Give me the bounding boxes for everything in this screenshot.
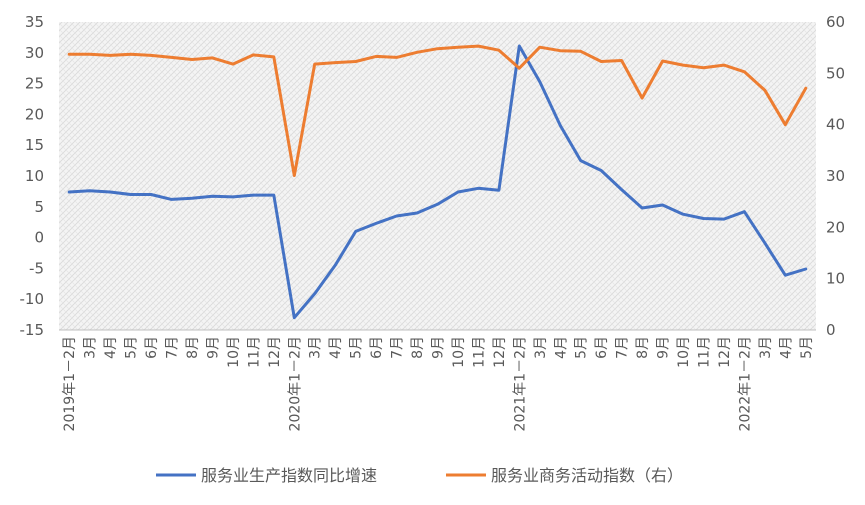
right-axis: 0 10 20 30 40 50 60 (826, 13, 845, 339)
x-tick-label: 8月 (185, 336, 201, 359)
series-line-service-production (67, 44, 808, 320)
right-tick-label: 30 (826, 167, 845, 185)
x-tick-label: 6月 (594, 336, 610, 359)
legend-label-business-activity: 服务业商务活动指数（右） (491, 466, 683, 485)
left-tick-label: 5 (34, 198, 44, 216)
x-tick-label: 12月 (492, 336, 508, 368)
plot-area (59, 22, 816, 330)
x-tick-label: 2019年1－2月 (62, 336, 78, 431)
x-tick-label: 4月 (553, 336, 569, 359)
x-tick-label: 8月 (410, 336, 426, 359)
x-tick-label: 5月 (574, 336, 590, 359)
legend: 服务业生产指数同比增速 服务业商务活动指数（右） (156, 466, 683, 485)
x-tick-label: 10月 (676, 336, 692, 368)
left-axis: -15 -10 -5 0 5 10 15 20 25 30 35 (20, 13, 45, 339)
x-tick-label: 9月 (656, 336, 672, 359)
x-tick-label: 5月 (799, 336, 815, 359)
x-tick-label: 3月 (533, 336, 549, 359)
left-tick-label: 25 (25, 75, 44, 93)
x-tick-label: 10月 (451, 336, 467, 368)
left-tick-label: 10 (25, 167, 44, 185)
series-line-business-activity (67, 44, 808, 177)
x-tick-label: 8月 (635, 336, 651, 359)
right-tick-label: 40 (826, 116, 845, 134)
x-tick-label: 12月 (267, 336, 283, 368)
left-tick-label: 35 (25, 13, 44, 31)
right-tick-label: 20 (826, 218, 845, 236)
right-tick-label: 50 (826, 64, 845, 82)
right-tick-label: 0 (826, 321, 836, 339)
x-tick-label: 10月 (226, 336, 242, 368)
x-tick-label: 7月 (165, 336, 181, 359)
x-axis: 2019年1－2月 3月 4月 5月 6月 7月 8月 9月 10月 11月 12月 2020年1－2… (59, 329, 816, 431)
x-tick-label: 3月 (308, 336, 324, 359)
right-tick-label: 10 (826, 270, 845, 288)
x-tick-label: 3月 (83, 336, 99, 359)
x-tick-label: 11月 (696, 336, 712, 368)
series-layer (67, 44, 808, 320)
x-tick-label: 2021年1－2月 (512, 336, 528, 431)
x-tick-label: 4月 (778, 336, 794, 359)
x-tick-label: 2022年1－2月 (737, 336, 753, 431)
x-tick-label: 9月 (431, 336, 447, 359)
x-tick-label: 7月 (390, 336, 406, 359)
x-tick-label: 11月 (246, 336, 262, 368)
left-tick-label: 20 (25, 105, 44, 123)
left-tick-label: 15 (25, 136, 44, 154)
x-tick-label: 4月 (328, 336, 344, 359)
right-tick-label: 60 (826, 13, 845, 31)
x-tick-label: 5月 (349, 336, 365, 359)
left-tick-label: 30 (25, 44, 44, 62)
x-tick-label: 3月 (758, 336, 774, 359)
x-tick-label: 7月 (615, 336, 631, 359)
left-tick-label: -10 (20, 290, 45, 308)
x-tick-label: 12月 (717, 336, 733, 368)
left-tick-label: -15 (20, 321, 45, 339)
x-tick-label: 2020年1－2月 (287, 336, 303, 431)
x-tick-label: 6月 (144, 336, 160, 359)
left-tick-label: 0 (34, 229, 44, 247)
x-tick-label: 11月 (471, 336, 487, 368)
x-tick-label: 4月 (103, 336, 119, 359)
x-tick-label: 5月 (124, 336, 140, 359)
x-tick-label: 9月 (205, 336, 221, 359)
x-tick-label: 6月 (369, 336, 385, 359)
left-tick-label: -5 (29, 259, 44, 277)
legend-label-service-production: 服务业生产指数同比增速 (201, 466, 377, 485)
